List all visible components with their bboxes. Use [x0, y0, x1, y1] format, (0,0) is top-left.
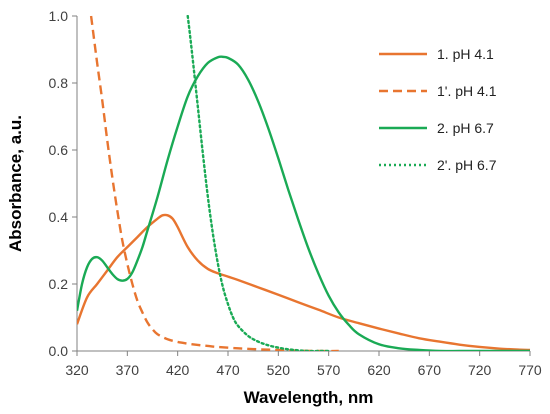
y-tick-label: 0.0 [49, 343, 69, 359]
x-tick-label: 720 [468, 362, 492, 378]
y-tick-label: 0.6 [49, 142, 69, 158]
tick-labels: 320 370 420 470 520 570 620 670 720 770 0.0 0.2 0.4 0… [49, 8, 542, 378]
y-tick-label: 0.2 [49, 276, 69, 292]
x-tick-label: 570 [317, 362, 341, 378]
x-axis-title: Wavelength, nm [244, 388, 374, 407]
x-tick-label: 420 [166, 362, 190, 378]
x-tick-label: 320 [65, 362, 89, 378]
axes [72, 15, 531, 356]
series-layer [77, 15, 531, 351]
x-tick-label: 670 [418, 362, 442, 378]
y-tick-label: 1.0 [49, 8, 69, 24]
y-axis-title: Absorbance, a.u. [6, 115, 25, 252]
x-tick-label: 620 [367, 362, 391, 378]
series-line-3 [77, 55, 530, 351]
series-line-1 [77, 213, 531, 351]
x-tick-label: 770 [518, 362, 542, 378]
legend-label-3: 2. pH 6.7 [437, 120, 494, 136]
legend: 1. pH 4.1 1'. pH 4.1 2. pH 6.7 2'. pH 6.7 [379, 46, 497, 173]
series-line-4 [186, 15, 330, 351]
y-tick-label: 0.4 [49, 209, 69, 225]
series-line-2 [89, 15, 339, 351]
y-tick-label: 0.8 [49, 75, 69, 91]
legend-label-1: 1. pH 4.1 [437, 46, 494, 62]
legend-label-2: 1'. pH 4.1 [437, 83, 497, 99]
x-tick-label: 520 [267, 362, 291, 378]
x-tick-label: 370 [116, 362, 140, 378]
x-tick-label: 470 [216, 362, 240, 378]
legend-label-4: 2'. pH 6.7 [437, 157, 497, 173]
